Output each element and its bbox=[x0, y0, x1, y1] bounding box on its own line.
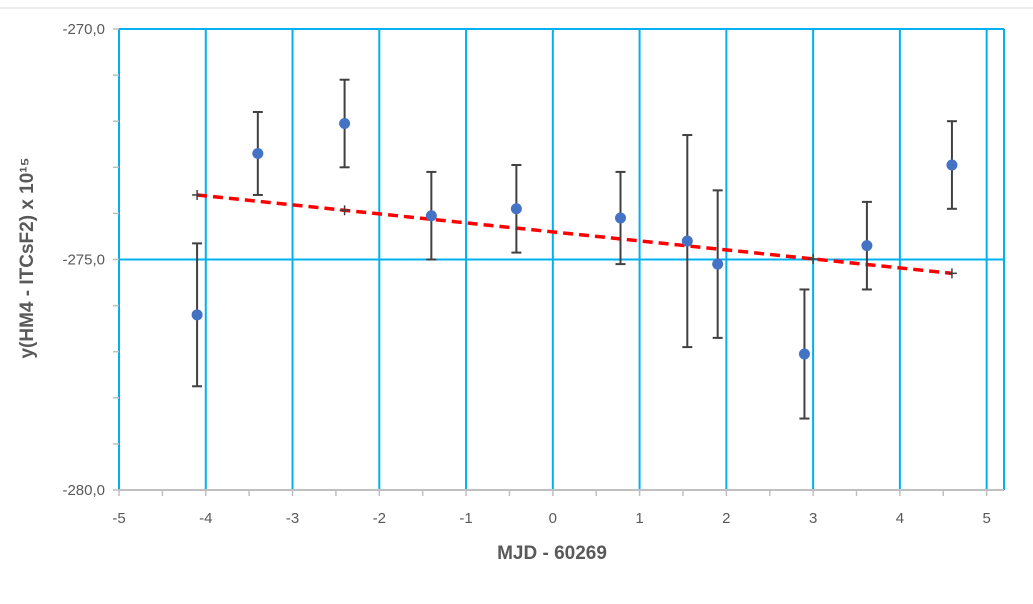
x-tick-label: 1 bbox=[635, 510, 643, 527]
data-point bbox=[425, 210, 437, 222]
x-tick-label: -4 bbox=[199, 510, 212, 527]
data-point bbox=[861, 240, 873, 252]
data-point bbox=[339, 118, 351, 130]
y-tick-label: -275,0 bbox=[62, 252, 105, 269]
x-tick-label: 4 bbox=[896, 510, 904, 527]
x-tick-label: -2 bbox=[373, 510, 386, 527]
x-tick-label: 0 bbox=[549, 510, 557, 527]
trend-line-layer bbox=[192, 189, 957, 279]
x-tick-label: -5 bbox=[112, 510, 125, 527]
x-tick-label: 3 bbox=[809, 510, 817, 527]
y-axis-title: y(HM4 - ITCsF2) x 10¹⁵ bbox=[17, 157, 38, 358]
x-axis-title: MJD - 60269 bbox=[497, 543, 607, 564]
data-point bbox=[191, 309, 203, 321]
x-tick-label: 2 bbox=[722, 510, 730, 527]
x-tick-label: 5 bbox=[982, 510, 990, 527]
data-point bbox=[712, 258, 724, 270]
data-point bbox=[252, 147, 264, 159]
data-point bbox=[798, 348, 810, 360]
y-tick-label: -270,0 bbox=[62, 21, 105, 38]
data-point bbox=[946, 159, 958, 171]
grid-lines bbox=[119, 28, 1005, 490]
y-tick-label: -280,0 bbox=[62, 482, 105, 499]
y-tick-labels: -280,0 -275,0 -270,0 bbox=[62, 21, 105, 499]
axes bbox=[113, 28, 1004, 496]
data-point bbox=[615, 212, 626, 224]
trend-line bbox=[196, 193, 953, 276]
data-points bbox=[191, 118, 958, 360]
x-tick-label: -1 bbox=[459, 510, 472, 527]
data-point bbox=[510, 203, 522, 215]
data-point bbox=[681, 235, 693, 247]
x-tick-label: -3 bbox=[286, 510, 299, 527]
x-tick-labels: -5 -4 -3 -2 -1 0 1 2 3 4 5 bbox=[112, 510, 990, 527]
